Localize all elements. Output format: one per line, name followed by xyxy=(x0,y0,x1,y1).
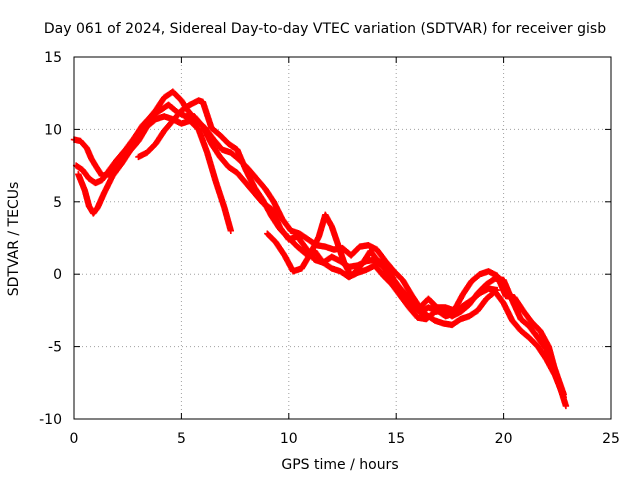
y-tick-label: 5 xyxy=(53,195,62,211)
chart-title: Day 061 of 2024, Sidereal Day-to-day VTE… xyxy=(44,21,606,37)
x-tick-label: 25 xyxy=(602,431,620,447)
y-axis-label: SDTVAR / TECUs xyxy=(6,182,22,297)
x-tick-label: 5 xyxy=(177,431,186,447)
x-tick-label: 15 xyxy=(387,431,405,447)
point-layer xyxy=(70,88,570,410)
x-tick-label: 0 xyxy=(70,431,79,447)
y-tick-label: -5 xyxy=(48,340,62,356)
series-track-a xyxy=(70,88,570,410)
data-point-marker xyxy=(560,391,567,398)
series-track-b xyxy=(72,101,567,401)
data-point-marker xyxy=(493,286,501,294)
y-tick-label: 15 xyxy=(44,50,62,66)
y-tick-label: 0 xyxy=(53,267,62,283)
series-track-d xyxy=(135,97,567,398)
y-tick-label: 10 xyxy=(44,122,62,138)
data-point-marker xyxy=(562,402,570,410)
x-tick-label: 10 xyxy=(280,431,298,447)
data-point-marker xyxy=(227,227,235,234)
x-axis-label: GPS time / hours xyxy=(281,457,398,473)
series-track-c xyxy=(75,113,235,234)
y-tick-label: -10 xyxy=(39,412,62,428)
tick-layer: 0 5 10 15 20 25 -10 -5 0 5 10 15 xyxy=(39,50,620,447)
x-tick-label: 20 xyxy=(495,431,513,447)
plot-frame xyxy=(73,56,612,420)
series-track-e xyxy=(264,211,501,320)
